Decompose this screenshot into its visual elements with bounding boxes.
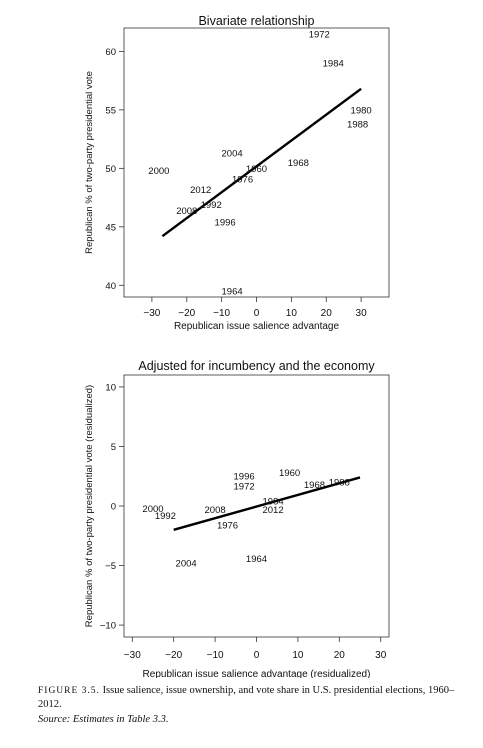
figure-caption-text: Issue salience, issue ownership, and vot…: [38, 685, 455, 710]
y-axis-label: Republican % of two-party presidential v…: [84, 71, 95, 254]
x-tick-label: −30: [143, 308, 160, 319]
y-tick-label: 10: [105, 382, 116, 393]
x-tick-label: −20: [178, 308, 195, 319]
x-tick-label: −10: [213, 308, 230, 319]
x-tick-label: 30: [356, 308, 368, 319]
figure-caption-label: FIGURE 3.5.: [38, 686, 100, 696]
point-label-1976: 1976: [232, 174, 253, 185]
fit-line: [161, 87, 362, 238]
y-tick-label: 45: [105, 222, 116, 233]
point-label-1976: 1976: [217, 521, 238, 532]
point-label-1980: 1980: [351, 105, 372, 116]
figure-source: Source: Estimates in Table 3.3.: [38, 714, 169, 725]
y-tick-label: 55: [105, 105, 116, 116]
x-tick-label: 10: [292, 650, 304, 661]
point-label-2012: 2012: [190, 185, 211, 196]
x-tick-label: 20: [321, 308, 333, 319]
point-label-1964: 1964: [222, 287, 243, 298]
point-label-1984: 1984: [262, 497, 283, 508]
x-tick-label: 0: [254, 650, 260, 661]
x-tick-label: 20: [334, 650, 346, 661]
point-label-2004: 2004: [222, 149, 243, 160]
y-tick-label: 50: [105, 164, 116, 175]
figure-caption: FIGURE 3.5. Issue salience, issue owners…: [38, 684, 458, 726]
y-tick-label: 60: [105, 47, 116, 58]
point-label-1972: 1972: [234, 481, 255, 492]
point-label-1996: 1996: [215, 218, 236, 229]
y-axis-label: Republican % of two-party presidential v…: [84, 385, 95, 627]
y-tick-label: −5: [105, 561, 116, 572]
chart-adjusted: Adjusted for incumbency and the economy −…: [84, 359, 390, 678]
point-label-1968: 1968: [304, 480, 325, 491]
point-label-1960: 1960: [246, 164, 267, 175]
point-label-2000: 2000: [148, 166, 169, 177]
point-label-1988: 1988: [347, 119, 368, 130]
point-label-2012: 2012: [262, 505, 283, 516]
fit-line: [173, 476, 361, 531]
point-label-2000: 2000: [142, 504, 163, 515]
x-tick-label: 30: [375, 650, 387, 661]
point-label-1960: 1960: [279, 468, 300, 479]
point-label-1988: 1988: [329, 478, 350, 489]
point-label-2008: 2008: [205, 505, 226, 516]
chart-bivariate: Bivariate relationship −30 −20 −10 0 10 20 30 40…: [84, 14, 390, 332]
x-tick-label: 10: [286, 308, 298, 319]
y-tick-label: 0: [111, 502, 116, 513]
chart-title: Bivariate relationship: [198, 14, 314, 28]
x-tick-label: 0: [254, 308, 260, 319]
x-tick-label: −30: [124, 650, 141, 661]
point-label-2004: 2004: [176, 559, 197, 570]
point-label-1964: 1964: [246, 554, 267, 565]
point-label-1996: 1996: [234, 472, 255, 483]
x-axis-label: Republican issue salience advantage (res…: [143, 669, 371, 678]
plot-frame: [123, 27, 390, 298]
point-label-1972: 1972: [309, 29, 330, 40]
point-label-1992: 1992: [155, 511, 176, 522]
x-tick-label: −10: [207, 650, 224, 661]
y-tick-label: 5: [111, 442, 116, 453]
chart-title: Adjusted for incumbency and the economy: [138, 359, 375, 373]
x-axis-label: Republican issue salience advantage: [174, 321, 340, 332]
y-tick-label: −10: [100, 621, 116, 632]
point-label-1984: 1984: [323, 59, 344, 70]
x-tick-label: −20: [165, 650, 182, 661]
point-label-1968: 1968: [288, 158, 309, 169]
y-tick-label: 40: [105, 281, 116, 292]
point-label-1992: 1992: [201, 200, 222, 211]
point-label-2008: 2008: [176, 206, 197, 217]
